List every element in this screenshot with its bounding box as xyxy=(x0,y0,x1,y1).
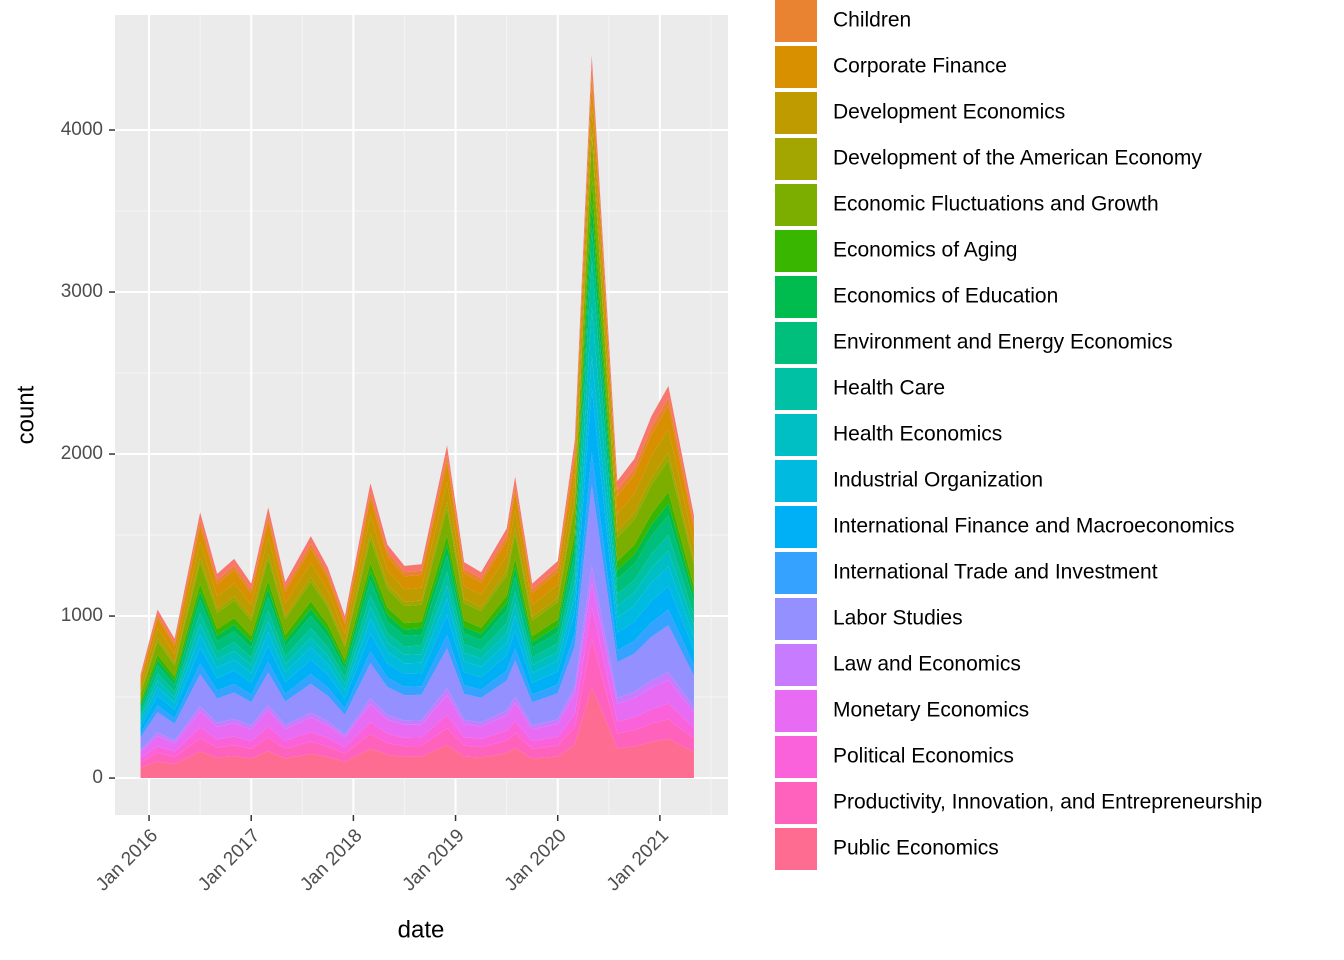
legend-key xyxy=(775,644,817,686)
x-tick-label: Jan 2018 xyxy=(296,825,366,895)
x-tick-label: Jan 2019 xyxy=(399,825,469,895)
legend-label: Public Economics xyxy=(833,837,999,860)
area xyxy=(140,638,694,768)
legend-label: Law and Economics xyxy=(833,653,1021,676)
area xyxy=(140,484,694,751)
legend-key xyxy=(775,230,817,272)
legend-label: International Trade and Investment xyxy=(833,561,1158,584)
y-tick-label: 1000 xyxy=(61,605,103,626)
legend: Asset PricingChildrenCorporate FinanceDe… xyxy=(775,0,1262,870)
legend-label: Monetary Economics xyxy=(833,699,1029,722)
y-axis-title: count xyxy=(12,385,39,444)
legend-key xyxy=(775,0,817,42)
legend-label: Political Economics xyxy=(833,745,1014,768)
legend-key xyxy=(775,414,817,456)
legend-key xyxy=(775,322,817,364)
legend-label: Development of the American Economy xyxy=(833,147,1202,170)
legend-label: Environment and Energy Economics xyxy=(833,331,1173,354)
x-tick-label: Jan 2017 xyxy=(194,825,264,895)
areas xyxy=(140,55,694,779)
legend-label: Economics of Education xyxy=(833,285,1058,308)
legend-key xyxy=(775,828,817,870)
legend-label: Economic Fluctuations and Growth xyxy=(833,193,1159,216)
legend-key xyxy=(775,736,817,778)
legend-key xyxy=(775,368,817,410)
y-tick-label: 4000 xyxy=(61,119,103,140)
x-axis-title: date xyxy=(398,916,445,943)
legend-label: Economics of Aging xyxy=(833,239,1017,262)
legend-key xyxy=(775,506,817,548)
legend-key xyxy=(775,46,817,88)
legend-label: Productivity, Innovation, and Entreprene… xyxy=(833,791,1262,814)
legend-key xyxy=(775,184,817,226)
legend-label: Children xyxy=(833,9,911,32)
legend-label: Development Economics xyxy=(833,101,1065,124)
x-tick-label: Jan 2016 xyxy=(92,825,162,895)
legend-key xyxy=(775,690,817,732)
area xyxy=(140,687,694,779)
y-tick-label: 3000 xyxy=(61,281,103,302)
y-tick-label: 2000 xyxy=(61,443,103,464)
legend-key xyxy=(775,92,817,134)
legend-label: Health Care xyxy=(833,377,945,400)
legend-key xyxy=(775,276,817,318)
legend-key xyxy=(775,598,817,640)
legend-label: Corporate Finance xyxy=(833,55,1007,78)
legend-label: Industrial Organization xyxy=(833,469,1043,492)
legend-key xyxy=(775,782,817,824)
legend-key xyxy=(775,552,817,594)
legend-key xyxy=(775,138,817,180)
x-tick-label: Jan 2021 xyxy=(603,825,673,895)
x-tick-label: Jan 2020 xyxy=(501,825,571,895)
legend-label: Labor Studies xyxy=(833,607,963,630)
legend-key xyxy=(775,460,817,502)
legend-label: International Finance and Macroeconomics xyxy=(833,515,1235,538)
y-tick-label: 0 xyxy=(92,767,103,788)
legend-label: Health Economics xyxy=(833,423,1002,446)
